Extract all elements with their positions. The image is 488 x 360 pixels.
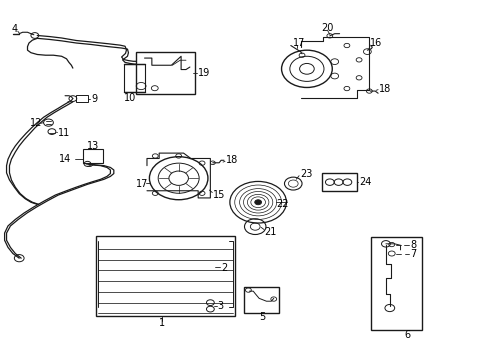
Text: 12: 12 <box>30 118 42 128</box>
Text: 23: 23 <box>300 168 312 179</box>
Text: 19: 19 <box>198 68 210 78</box>
Text: 16: 16 <box>369 38 382 48</box>
Text: 21: 21 <box>264 227 276 237</box>
Bar <box>124 64 144 92</box>
Text: 3: 3 <box>217 301 224 311</box>
Text: 14: 14 <box>59 154 71 164</box>
Text: 18: 18 <box>378 84 390 94</box>
Bar <box>136 51 194 94</box>
Text: 13: 13 <box>87 141 99 151</box>
Text: 1: 1 <box>158 319 164 328</box>
Text: 24: 24 <box>359 177 371 187</box>
Text: 8: 8 <box>409 239 416 249</box>
Text: 7: 7 <box>409 248 416 258</box>
Text: 5: 5 <box>259 312 264 322</box>
Bar <box>370 237 421 330</box>
Bar <box>321 173 356 192</box>
Text: 17: 17 <box>293 38 305 48</box>
Bar <box>243 287 278 313</box>
Text: 2: 2 <box>221 263 227 273</box>
Bar <box>96 235 234 316</box>
Text: 4: 4 <box>11 24 18 35</box>
Text: 22: 22 <box>276 199 288 210</box>
Text: 17: 17 <box>136 179 148 189</box>
Text: 20: 20 <box>321 23 333 33</box>
Text: 10: 10 <box>123 93 136 103</box>
Bar <box>76 95 88 102</box>
Circle shape <box>254 200 261 205</box>
Text: 11: 11 <box>58 128 70 138</box>
Bar <box>82 149 103 163</box>
Text: 6: 6 <box>404 330 410 340</box>
Text: 15: 15 <box>213 190 225 200</box>
Text: 9: 9 <box>91 94 97 104</box>
Text: 18: 18 <box>225 155 238 165</box>
